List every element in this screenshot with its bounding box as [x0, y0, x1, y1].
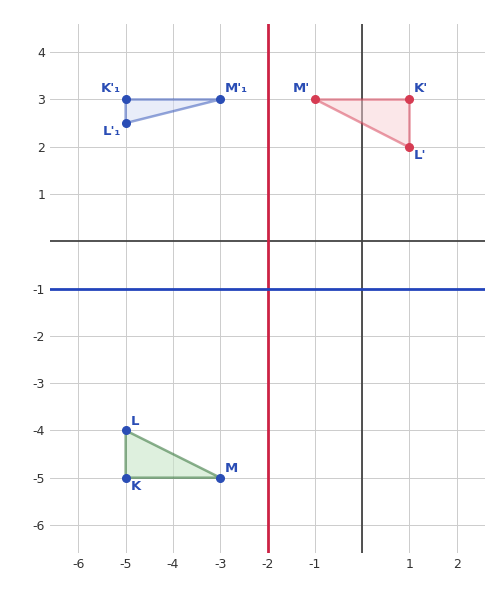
Polygon shape — [126, 99, 220, 123]
Text: L'₁: L'₁ — [102, 126, 121, 139]
Text: L: L — [130, 415, 139, 428]
Text: K: K — [130, 480, 140, 493]
Text: M': M' — [293, 82, 310, 95]
Text: M: M — [225, 462, 238, 475]
Text: M'₁: M'₁ — [225, 82, 248, 95]
Polygon shape — [126, 430, 220, 478]
Text: K': K' — [414, 82, 428, 95]
Polygon shape — [315, 99, 410, 147]
Text: L': L' — [414, 149, 426, 162]
Text: K'₁: K'₁ — [101, 82, 121, 95]
